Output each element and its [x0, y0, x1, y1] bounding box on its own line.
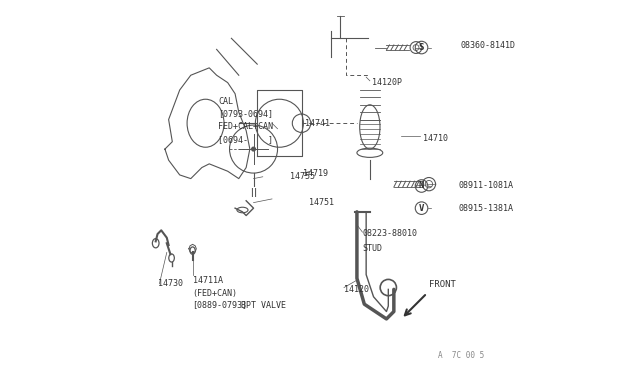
Text: S: S [419, 43, 424, 52]
Circle shape [252, 147, 255, 151]
Text: 14755: 14755 [291, 172, 316, 181]
Text: 14711A: 14711A [193, 276, 223, 285]
Text: 14719: 14719 [303, 169, 328, 177]
Text: 14120P: 14120P [372, 78, 402, 87]
Text: 08360-8141D: 08360-8141D [460, 41, 515, 50]
Text: 08911-1081A: 08911-1081A [458, 182, 513, 190]
Text: CAL: CAL [218, 97, 234, 106]
Text: 08915-1381A: 08915-1381A [458, 203, 513, 213]
Text: 14751: 14751 [309, 198, 334, 207]
Text: (FED+CAN): (FED+CAN) [193, 289, 237, 298]
Text: 14120: 14120 [344, 285, 369, 294]
Text: [0694-    ]: [0694- ] [218, 135, 273, 144]
Text: 14741: 14741 [305, 119, 330, 128]
Text: BPT VALVE: BPT VALVE [241, 301, 285, 311]
Text: 08223-88010: 08223-88010 [362, 230, 417, 238]
Text: V: V [419, 203, 424, 213]
Text: A  7C 00 5: A 7C 00 5 [438, 350, 484, 359]
Text: STUD: STUD [362, 244, 383, 253]
Text: FED+CAL+CAN: FED+CAL+CAN [218, 122, 273, 131]
Text: [0793-0694]: [0793-0694] [218, 109, 273, 119]
Text: [0889-0793]: [0889-0793] [193, 300, 248, 309]
Text: 14730: 14730 [157, 279, 182, 288]
Text: 14710: 14710 [424, 134, 449, 142]
Text: N: N [419, 182, 424, 190]
Text: FRONT: FRONT [429, 280, 456, 289]
